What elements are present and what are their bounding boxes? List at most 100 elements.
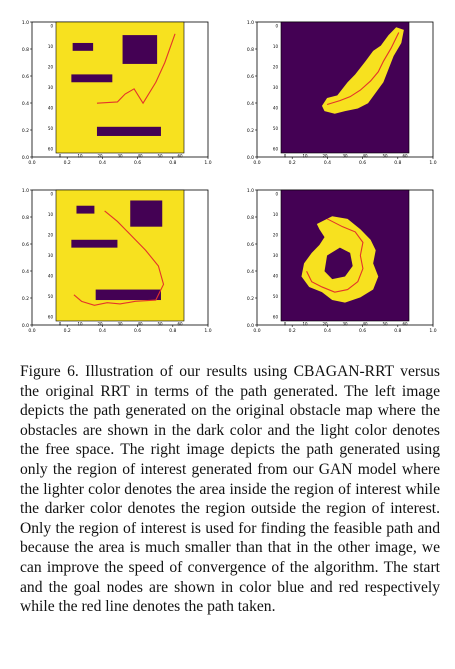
inner-x-tick-label: 20	[97, 154, 103, 159]
outer-x-tick-label: 1.0	[429, 328, 436, 334]
inner-x-tick-label: 60	[402, 154, 408, 159]
image-frame	[280, 21, 410, 154]
inner-y-tick-label: 40	[273, 274, 279, 279]
obstacle-region	[130, 200, 163, 227]
outer-x-tick-label: 0.0	[253, 328, 260, 334]
outer-y-tick-label: 0.2	[22, 296, 29, 302]
outer-y-tick-label: 1.0	[247, 188, 254, 194]
outer-x-tick-label: 1.0	[204, 328, 211, 334]
inner-y-tick-label: 50	[48, 126, 54, 131]
inner-x-tick-label: 20	[322, 154, 328, 159]
outer-y-tick-label: 0.8	[22, 47, 29, 53]
path-line	[306, 218, 364, 293]
region-of-interest	[321, 27, 404, 114]
outer-y-tick-label: 0.6	[247, 74, 254, 80]
outer-x-tick-label: 0.2	[64, 160, 71, 166]
inner-y-tick-label: 30	[48, 253, 54, 258]
inner-y-tick-label: 20	[48, 233, 54, 238]
outer-y-tick-label: 1.0	[22, 20, 29, 26]
inner-x-tick-label: 40	[362, 322, 368, 327]
image-frame	[55, 21, 185, 154]
inner-x-tick-label: 50	[382, 154, 388, 159]
outer-y-tick-label: 0.4	[247, 269, 254, 275]
outer-x-tick-label: 0.0	[28, 328, 35, 334]
inner-x-tick-label: 10	[302, 154, 308, 159]
inner-y-tick-label: 30	[273, 85, 279, 90]
outer-y-tick-label: 0.8	[247, 47, 254, 53]
inner-y-tick-label: 60	[48, 147, 54, 152]
outer-x-tick-label: 1.0	[204, 160, 211, 166]
inner-y-tick-label: 50	[48, 294, 54, 299]
outer-y-tick-label: 0.8	[22, 215, 29, 221]
panel-top-left: 0.0 0.2 0.4 0.6 0.8 1.0 0.0 0.2 0.4 0.6 0.8 1.0 0 10 2…	[22, 20, 212, 166]
outer-y-tick-label: 0.6	[22, 74, 29, 80]
outer-x-tick-label: 0.8	[169, 328, 176, 334]
inner-y-tick-label: 0	[275, 24, 278, 29]
obstacle-region	[324, 247, 353, 280]
inner-x-tick-label: 30	[117, 322, 123, 327]
inner-y-tick-label: 60	[273, 147, 279, 152]
inner-y-tick-label: 40	[48, 106, 54, 111]
outer-x-tick-label: 0.8	[394, 160, 401, 166]
path-line	[73, 210, 165, 306]
outer-y-tick-label: 0.2	[247, 296, 254, 302]
inner-x-tick-label: 60	[177, 154, 183, 159]
outer-x-tick-label: 0.2	[289, 328, 296, 334]
inner-y-tick-label: 50	[273, 126, 279, 131]
outer-x-tick-label: 0.4	[99, 328, 106, 334]
inner-x-tick-label: 20	[97, 322, 103, 327]
inner-x-tick-label: 30	[117, 154, 123, 159]
inner-y-tick-label: 30	[48, 85, 54, 90]
results-figure: 0.0 0.2 0.4 0.6 0.8 1.0 0.0 0.2 0.4 0.6 0.8 1.0 0 10 2…	[22, 20, 437, 334]
outer-y-tick-label: 0.0	[247, 155, 254, 161]
path-line	[326, 32, 400, 106]
outer-y-tick-label: 0.6	[247, 242, 254, 248]
outer-y-tick-label: 0.4	[22, 269, 29, 275]
outer-y-tick-label: 0.0	[247, 323, 254, 329]
outer-x-tick-label: 0.0	[253, 160, 260, 166]
panel-top-right: 0.0 0.2 0.4 0.6 0.8 1.0 0.0 0.2 0.4 0.6 0.8 1.0 0 10 2…	[247, 20, 437, 166]
inner-y-tick-label: 20	[273, 233, 279, 238]
inner-x-tick-label: 0	[59, 322, 62, 327]
figure-caption: Figure 6. Illustration of our results us…	[20, 362, 440, 617]
outer-x-tick-label: 0.6	[134, 160, 141, 166]
obstacle-region	[122, 35, 158, 64]
path-line	[96, 33, 176, 105]
inner-x-tick-label: 40	[137, 322, 143, 327]
inner-x-tick-label: 40	[137, 154, 143, 159]
outer-y-tick-label: 1.0	[247, 20, 254, 26]
outer-x-tick-label: 0.2	[64, 328, 71, 334]
caption-text: Illustration of our results using CBAGAN…	[20, 363, 440, 616]
inner-x-tick-label: 20	[322, 322, 328, 327]
outer-y-tick-label: 0.0	[22, 323, 29, 329]
outer-x-tick-label: 0.4	[324, 328, 331, 334]
outer-x-tick-label: 0.8	[394, 328, 401, 334]
outer-x-tick-label: 0.6	[359, 328, 366, 334]
inner-y-tick-label: 40	[273, 106, 279, 111]
inner-x-tick-label: 30	[342, 154, 348, 159]
inner-y-tick-label: 40	[48, 274, 54, 279]
outer-y-tick-label: 0.2	[247, 128, 254, 134]
inner-x-tick-label: 60	[402, 322, 408, 327]
inner-x-tick-label: 50	[157, 154, 163, 159]
outer-y-tick-label: 0.6	[22, 242, 29, 248]
inner-x-tick-label: 50	[157, 322, 163, 327]
outer-y-tick-label: 0.2	[22, 128, 29, 134]
panel-bottom-left: 0.0 0.2 0.4 0.6 0.8 1.0 0.0 0.2 0.4 0.6 0.8 1.0 0 10 2…	[22, 188, 212, 334]
inner-x-tick-label: 10	[302, 322, 308, 327]
inner-x-tick-label: 40	[362, 154, 368, 159]
inner-x-tick-label: 10	[77, 322, 83, 327]
inner-y-tick-label: 10	[273, 44, 279, 49]
inner-x-tick-label: 50	[382, 322, 388, 327]
outer-x-tick-label: 0.0	[28, 160, 35, 166]
inner-x-tick-label: 60	[177, 322, 183, 327]
image-frame	[55, 189, 185, 322]
obstacle-region	[96, 126, 161, 136]
obstacle-region	[76, 205, 95, 214]
outer-x-tick-label: 0.4	[99, 160, 106, 166]
outer-x-tick-label: 1.0	[429, 160, 436, 166]
inner-y-tick-label: 60	[273, 315, 279, 320]
outer-x-tick-label: 0.8	[169, 160, 176, 166]
outer-y-tick-label: 0.4	[22, 101, 29, 107]
caption-label: Figure 6.	[20, 363, 79, 380]
